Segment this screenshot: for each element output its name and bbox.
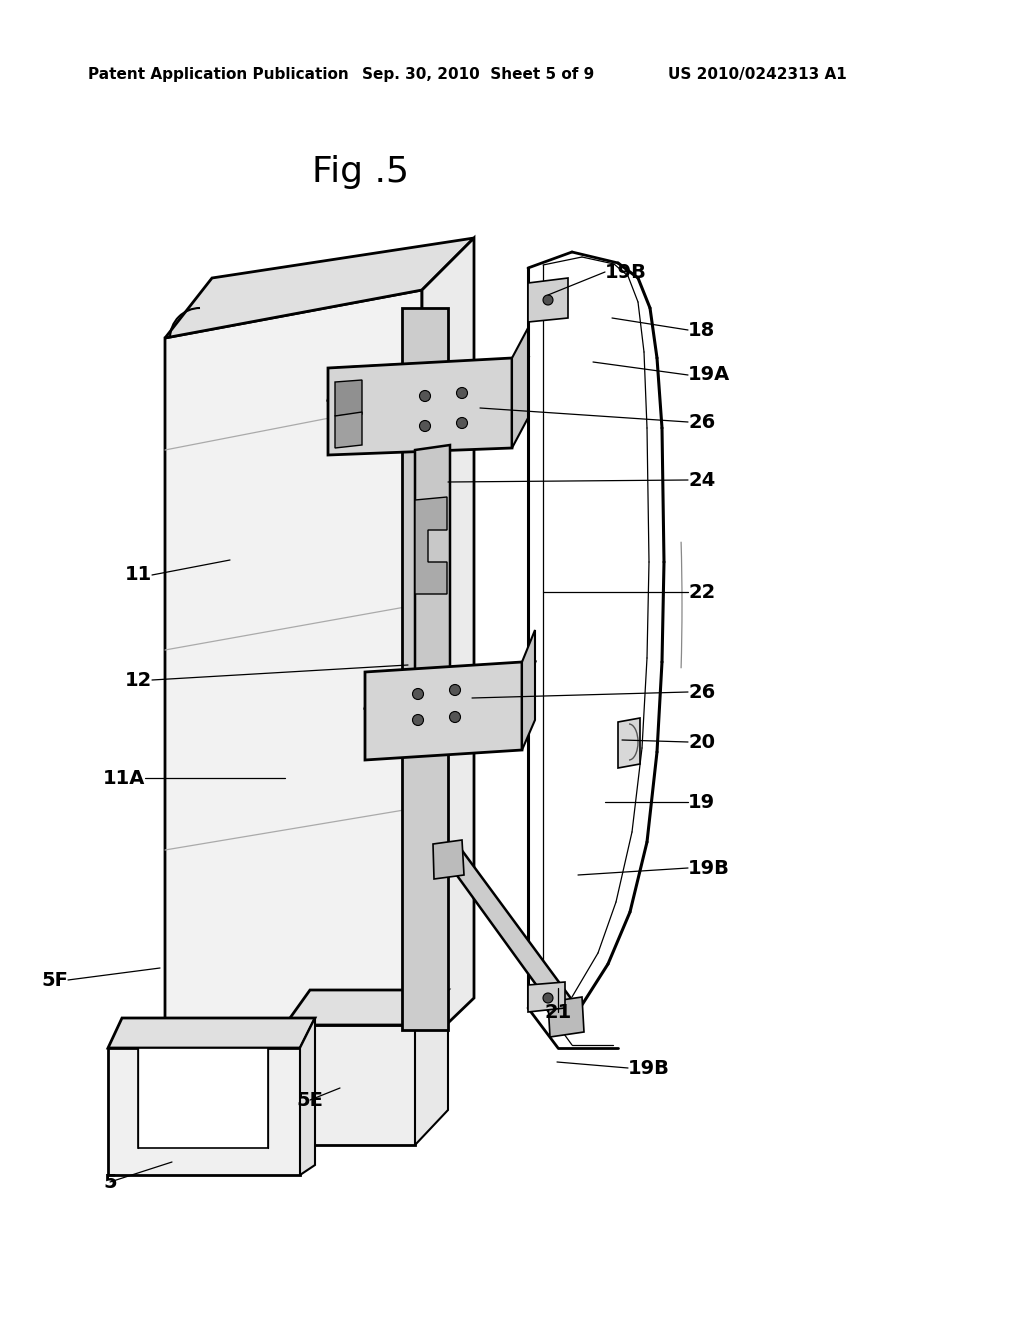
- Circle shape: [457, 388, 468, 399]
- Text: 22: 22: [688, 582, 715, 602]
- Polygon shape: [365, 663, 535, 708]
- Circle shape: [450, 711, 461, 722]
- Text: 19B: 19B: [605, 263, 647, 281]
- Circle shape: [420, 391, 430, 401]
- Text: 12: 12: [125, 671, 152, 689]
- Text: 20: 20: [688, 733, 715, 751]
- Text: 11: 11: [125, 565, 152, 585]
- Polygon shape: [415, 445, 450, 718]
- Polygon shape: [440, 845, 578, 1015]
- Polygon shape: [328, 358, 528, 400]
- Polygon shape: [512, 327, 528, 447]
- Polygon shape: [300, 1018, 315, 1175]
- Text: 11A: 11A: [102, 768, 145, 788]
- Text: US 2010/0242313 A1: US 2010/0242313 A1: [668, 66, 847, 82]
- Polygon shape: [165, 290, 422, 1048]
- Circle shape: [543, 294, 553, 305]
- Circle shape: [413, 714, 424, 726]
- Polygon shape: [422, 238, 474, 1048]
- Text: 19A: 19A: [688, 366, 730, 384]
- Polygon shape: [335, 380, 362, 416]
- Text: Patent Application Publication: Patent Application Publication: [88, 66, 349, 82]
- Polygon shape: [108, 1018, 315, 1048]
- Polygon shape: [335, 412, 362, 447]
- Polygon shape: [365, 663, 522, 760]
- Text: 18: 18: [688, 321, 715, 339]
- Text: 19B: 19B: [628, 1059, 670, 1077]
- Text: 21: 21: [545, 1002, 571, 1022]
- Text: 26: 26: [688, 682, 715, 701]
- Circle shape: [413, 689, 424, 700]
- Polygon shape: [415, 990, 449, 1144]
- Polygon shape: [618, 718, 640, 768]
- Polygon shape: [285, 990, 449, 1026]
- Text: Fig .5: Fig .5: [312, 154, 409, 189]
- Polygon shape: [165, 238, 474, 338]
- Text: 26: 26: [688, 412, 715, 432]
- Text: Sep. 30, 2010  Sheet 5 of 9: Sep. 30, 2010 Sheet 5 of 9: [362, 66, 594, 82]
- Polygon shape: [285, 1026, 415, 1144]
- Text: 5F: 5F: [41, 970, 68, 990]
- Circle shape: [450, 685, 461, 696]
- Text: 19B: 19B: [688, 858, 730, 878]
- Polygon shape: [528, 982, 565, 1012]
- Circle shape: [543, 993, 553, 1003]
- Polygon shape: [528, 279, 568, 322]
- Circle shape: [420, 421, 430, 432]
- Text: 5: 5: [103, 1172, 117, 1192]
- Polygon shape: [433, 840, 464, 879]
- Polygon shape: [522, 630, 535, 750]
- Polygon shape: [138, 1048, 268, 1148]
- Polygon shape: [108, 1048, 300, 1175]
- Text: 5E: 5E: [297, 1090, 324, 1110]
- Text: 19: 19: [688, 792, 715, 812]
- Circle shape: [457, 417, 468, 429]
- Polygon shape: [548, 997, 584, 1038]
- Text: 24: 24: [688, 470, 715, 490]
- Polygon shape: [415, 498, 447, 594]
- Polygon shape: [402, 308, 449, 1030]
- Polygon shape: [328, 358, 512, 455]
